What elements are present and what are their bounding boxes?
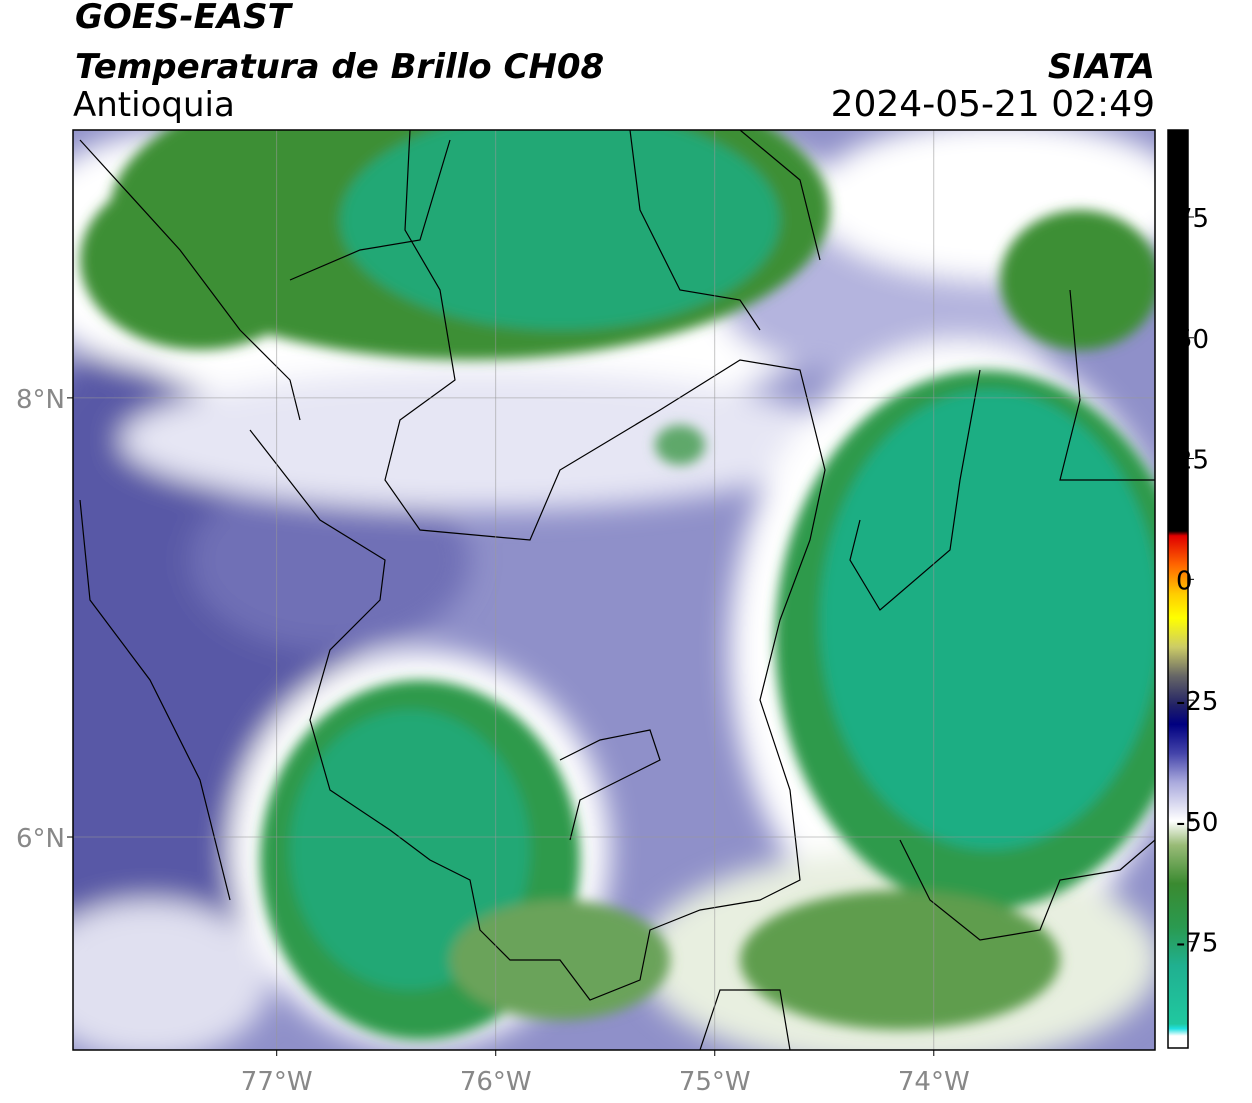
plot-frame xyxy=(72,129,1156,1051)
colorbar-tick-label: 0 xyxy=(1176,566,1193,596)
source: SIATA xyxy=(1048,47,1155,87)
colorbar-tick-label: 75 xyxy=(1176,204,1209,234)
x-tick-label: 75°W xyxy=(679,1067,751,1097)
colorbar-tick-label: -50 xyxy=(1176,808,1218,838)
y-tick-label: 8°N xyxy=(16,385,65,415)
x-tick-label: 77°W xyxy=(241,1067,313,1097)
x-tick-label: 76°W xyxy=(460,1067,532,1097)
x-tick-label: 74°W xyxy=(898,1067,970,1097)
colorbar-tick-label: -75 xyxy=(1176,929,1218,959)
colorbar-tick-label: 25 xyxy=(1176,446,1209,476)
datetime: 2024-05-21 02:49 xyxy=(831,84,1155,125)
satellite-image xyxy=(73,130,1155,1050)
title: GOES-EAST xyxy=(75,0,294,37)
colorbar-tick-label: 50 xyxy=(1176,325,1209,355)
subtitle: Temperatura de Brillo CH08 xyxy=(75,47,604,87)
y-tick-label: 6°N xyxy=(16,824,65,854)
colorbar xyxy=(1167,129,1189,1049)
grid xyxy=(73,130,1155,1050)
region: Antioquia xyxy=(73,85,235,125)
colorbar-tick-label: -25 xyxy=(1176,687,1218,717)
